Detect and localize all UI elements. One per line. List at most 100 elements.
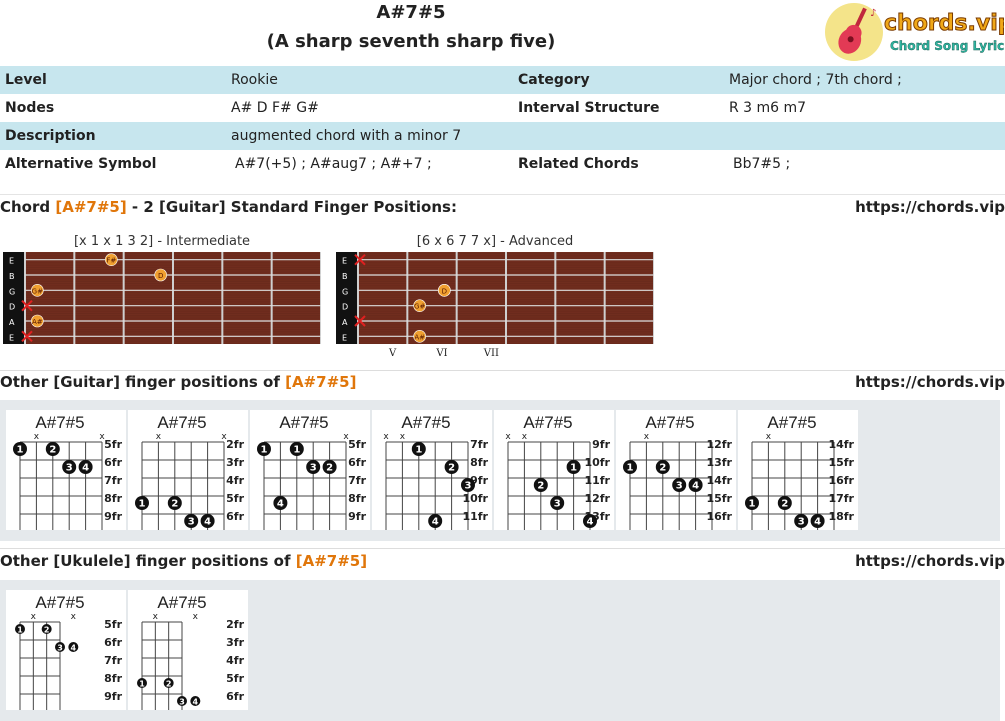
- muted-string-x: x: [156, 432, 162, 442]
- finger-dot: [411, 442, 426, 456]
- finger-dot: [655, 460, 670, 474]
- muted-string-x: x: [766, 432, 772, 442]
- level-label: Level: [5, 72, 47, 88]
- string-label: G: [9, 287, 15, 296]
- finger-number: 4: [193, 698, 199, 707]
- mute-x-icon: [354, 315, 366, 327]
- finger-dot: [163, 678, 174, 688]
- finger-number: 4: [692, 481, 699, 492]
- chord-diagram-card[interactable]: A#7#5 x 5fr 6fr 7fr 8fr 9fr 1 1 3 2 4: [250, 410, 370, 533]
- chord-diagram-card[interactable]: A#7#5 x x 9fr 10fr 11fr 12fr 13fr 1 2 3 4: [494, 410, 614, 533]
- fret-position-label: 6fr: [226, 510, 244, 523]
- fret-position-label: 11fr: [462, 510, 488, 523]
- chord-link[interactable]: [A#7#5]: [285, 373, 357, 391]
- fret-position-label: 12fr: [584, 492, 610, 505]
- description-value: augmented chord with a minor 7: [231, 128, 462, 144]
- fretboard-wood: [3, 252, 321, 344]
- chord-diagram-name: A#7#5: [157, 593, 206, 612]
- fret-position-label: 7fr: [104, 474, 122, 487]
- muted-string-x: x: [383, 432, 389, 442]
- fretboard-advanced[interactable]: [6 x 6 7 7 x] - Advanced EBGDAEF#DG#A#VV…: [336, 234, 655, 360]
- finger-number: 1: [17, 626, 23, 635]
- fret-number-label: VI: [435, 348, 447, 359]
- finger-dot: [68, 642, 79, 652]
- string-label: E: [342, 333, 347, 342]
- fret-position-label: 6fr: [226, 690, 244, 703]
- finger-number: 3: [57, 644, 63, 653]
- finger-dot: [428, 514, 443, 528]
- fret-position-label: 8fr: [104, 492, 122, 505]
- finger-dot: [533, 478, 548, 492]
- fret-position-label: 16fr: [828, 474, 854, 487]
- info-row-description: Description augmented chord with a minor…: [0, 122, 1005, 150]
- finger-number: 3: [188, 517, 195, 528]
- finger-number: 3: [66, 463, 73, 474]
- finger-number: 3: [676, 481, 683, 492]
- finger-number: 4: [204, 517, 211, 528]
- finger-number: 1: [139, 680, 145, 689]
- finger-number: 1: [749, 499, 756, 510]
- chord-diagram-svg: A#7#5x x 5fr 6fr 7fr 8fr 9fr 1 23 4: [15, 593, 123, 713]
- finger-dot: [745, 496, 759, 510]
- fret-position-label: 13fr: [706, 456, 732, 469]
- chord-diagram-card[interactable]: A#7#5 x x 2fr 3fr 4fr 5fr 6fr 1 2 3 4: [128, 410, 248, 533]
- site-logo[interactable]: ♪ chords.vip Chord Song Lyric: [822, 2, 1005, 62]
- category-value: Major chord ; 7th chord ;: [729, 72, 902, 88]
- fret-position-label: 8fr: [104, 672, 122, 685]
- chord-diagram-svg: A#7#5x 12fr 13fr 14fr 15fr 16fr 1 23 4: [623, 413, 733, 533]
- finger-number: 4: [432, 517, 439, 528]
- chord-diagram-card[interactable]: A#7#5 x x 5fr 6fr 7fr 8fr 9fr 1 2 3 4: [6, 590, 126, 713]
- finger-dot: [810, 514, 825, 528]
- string-label: B: [9, 272, 15, 281]
- finger-number: 2: [659, 463, 666, 474]
- finger-number: 1: [415, 445, 422, 456]
- chord-diagram-card[interactable]: A#7#5 x x 2fr 3fr 4fr 5fr 6fr 1 2 3 4: [128, 590, 248, 713]
- chord-diagram-card[interactable]: A#7#5 x x 7fr 8fr 9fr 10fr 11fr 1 2 3 4: [372, 410, 492, 533]
- ukulele-diagrams-panel: A#7#5 x x 5fr 6fr 7fr 8fr 9fr 1 2 3 4 A#7#5 x x 2fr 3fr 4…: [0, 580, 1000, 721]
- fretboard-nut-area: [336, 252, 358, 344]
- site-url-link[interactable]: https://chords.vip: [855, 373, 1005, 391]
- site-url-link[interactable]: https://chords.vip: [855, 198, 1005, 216]
- muted-string-x: x: [343, 432, 349, 442]
- finger-number: 2: [44, 626, 50, 635]
- finger-note-label: F#: [106, 257, 116, 265]
- fretboard-nut-area: [3, 252, 25, 344]
- string-label: D: [9, 303, 15, 312]
- fret-position-label: 2fr: [226, 438, 244, 451]
- fret-number-label: VII: [483, 348, 499, 359]
- finger-number: 4: [82, 463, 89, 474]
- muted-string-x: x: [71, 612, 77, 622]
- divider: [0, 370, 1005, 371]
- fret-position-label: 12fr: [706, 438, 732, 451]
- fret-position-label: 9fr: [592, 438, 610, 451]
- fretboard-intermediate[interactable]: [x 1 x 1 3 2] - Intermediate E B G D A E F# D G#…: [3, 234, 322, 348]
- divider: [0, 194, 1005, 195]
- muted-string-x: x: [34, 432, 40, 442]
- fret-position-label: 4fr: [226, 654, 244, 667]
- section-other-ukulele-heading: Other [Ukulele] finger positions of [A#7…: [0, 552, 1005, 570]
- chord-diagram-name: A#7#5: [35, 593, 84, 612]
- chord-link[interactable]: [A#7#5]: [295, 552, 368, 570]
- fret-position-label: 6fr: [104, 636, 122, 649]
- fret-position-label: 18fr: [828, 510, 854, 523]
- muted-string-x: x: [505, 432, 511, 442]
- muted-string-x: x: [400, 432, 406, 442]
- chord-diagram-card[interactable]: A#7#5 x 12fr 13fr 14fr 15fr 16fr 1 2 3 4: [616, 410, 736, 533]
- finger-number: 1: [627, 463, 634, 474]
- chord-diagram-card[interactable]: A#7#5 x x 5fr 6fr 7fr 8fr 9fr 1 2 3 4: [6, 410, 126, 533]
- fret-position-label: 15fr: [828, 456, 854, 469]
- fret-position-label: 5fr: [104, 618, 122, 631]
- muted-string-x: x: [193, 612, 199, 622]
- chord-link[interactable]: [A#7#5]: [55, 198, 127, 216]
- chord-diagram-card[interactable]: A#7#5 x 14fr 15fr 16fr 17fr 18fr 1 2 3 4: [738, 410, 858, 533]
- finger-dot: [322, 460, 337, 474]
- finger-dot: [15, 624, 25, 634]
- string-label: G: [342, 287, 348, 296]
- finger-dot: [413, 299, 426, 312]
- finger-number: 2: [166, 680, 172, 689]
- site-url-link[interactable]: https://chords.vip: [855, 552, 1005, 570]
- finger-dot: [200, 514, 215, 528]
- related-value[interactable]: Bb7#5 ;: [733, 156, 791, 172]
